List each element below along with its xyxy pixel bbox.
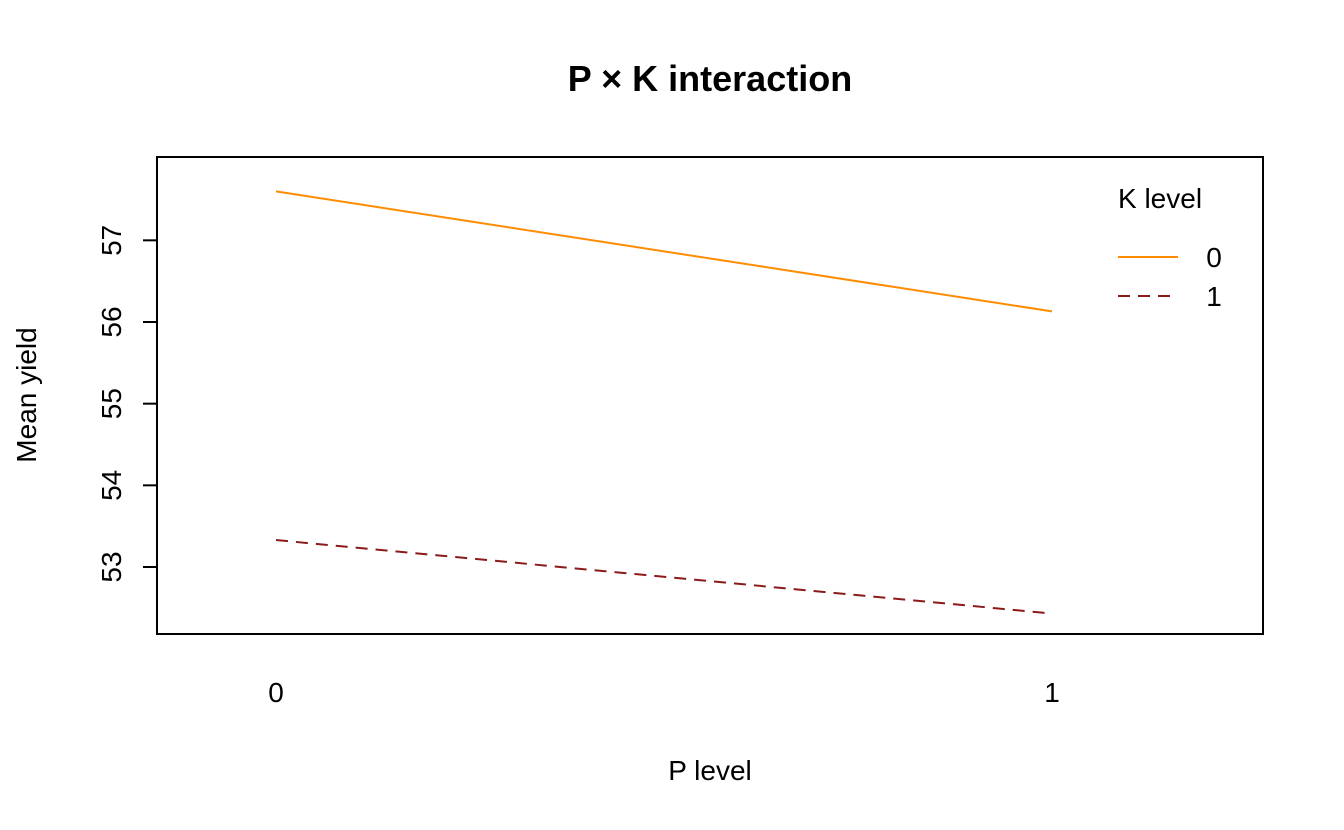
series-line-k-1 xyxy=(275,539,1053,615)
x-axis-label: P level xyxy=(668,755,752,786)
y-tick-label: 54 xyxy=(96,470,127,501)
legend-label-1: 1 xyxy=(1206,281,1222,312)
y-tick-label: 53 xyxy=(96,551,127,582)
y-axis: 53 54 55 56 57 xyxy=(96,225,158,583)
chart-title: P × K interaction xyxy=(568,58,852,99)
y-axis-label: Mean yield xyxy=(11,327,42,462)
x-tick-label: 1 xyxy=(1044,677,1060,708)
series-layer xyxy=(275,190,1053,615)
legend-title: K level xyxy=(1118,183,1202,214)
y-tick-label: 55 xyxy=(96,388,127,419)
x-tick-label: 0 xyxy=(268,677,284,708)
legend: K level 0 1 xyxy=(1118,183,1222,312)
y-tick-label: 57 xyxy=(96,225,127,256)
y-tick-label: 56 xyxy=(96,306,127,337)
plot-frame xyxy=(156,156,1264,635)
series-line-k-0 xyxy=(275,190,1053,313)
legend-label-0: 0 xyxy=(1206,242,1222,273)
